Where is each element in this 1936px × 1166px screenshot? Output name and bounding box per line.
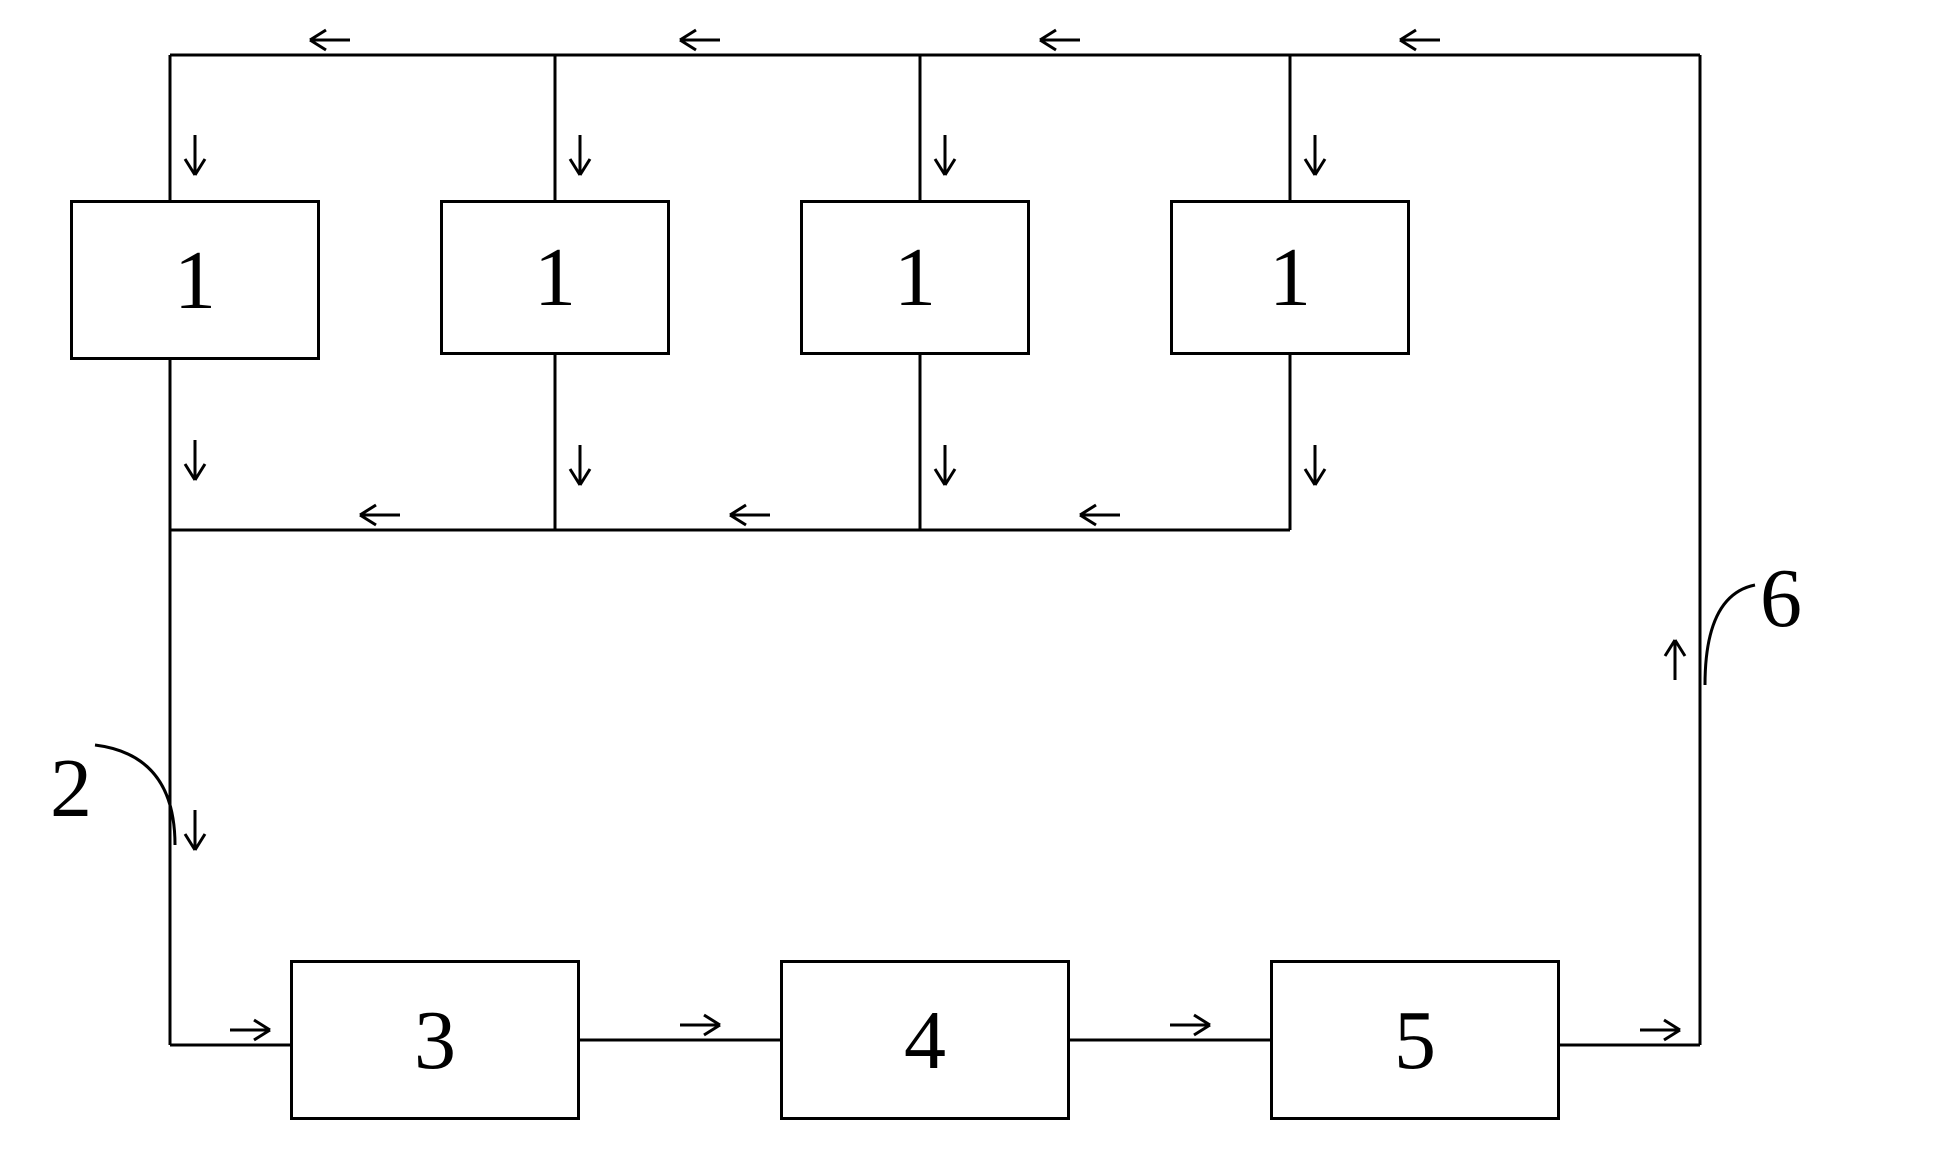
node-n3: 3 [290, 960, 580, 1120]
node-label: 1 [534, 229, 576, 326]
node-label: 4 [904, 992, 946, 1089]
node-n5: 5 [1270, 960, 1560, 1120]
node-label: 1 [1269, 229, 1311, 326]
node-n1b: 1 [440, 200, 670, 355]
node-label: 1 [174, 232, 216, 329]
node-n4: 4 [780, 960, 1070, 1120]
node-n1c: 1 [800, 200, 1030, 355]
node-label: 1 [894, 229, 936, 326]
flowchart-diagram: 1 1 1 1 3 4 5 2 6 [0, 0, 1936, 1166]
node-n1a: 1 [70, 200, 320, 360]
callout-c6: 6 [1760, 550, 1802, 647]
node-label: 5 [1394, 992, 1436, 1089]
callout-c2: 2 [50, 740, 92, 837]
node-n1d: 1 [1170, 200, 1410, 355]
node-label: 3 [414, 992, 456, 1089]
